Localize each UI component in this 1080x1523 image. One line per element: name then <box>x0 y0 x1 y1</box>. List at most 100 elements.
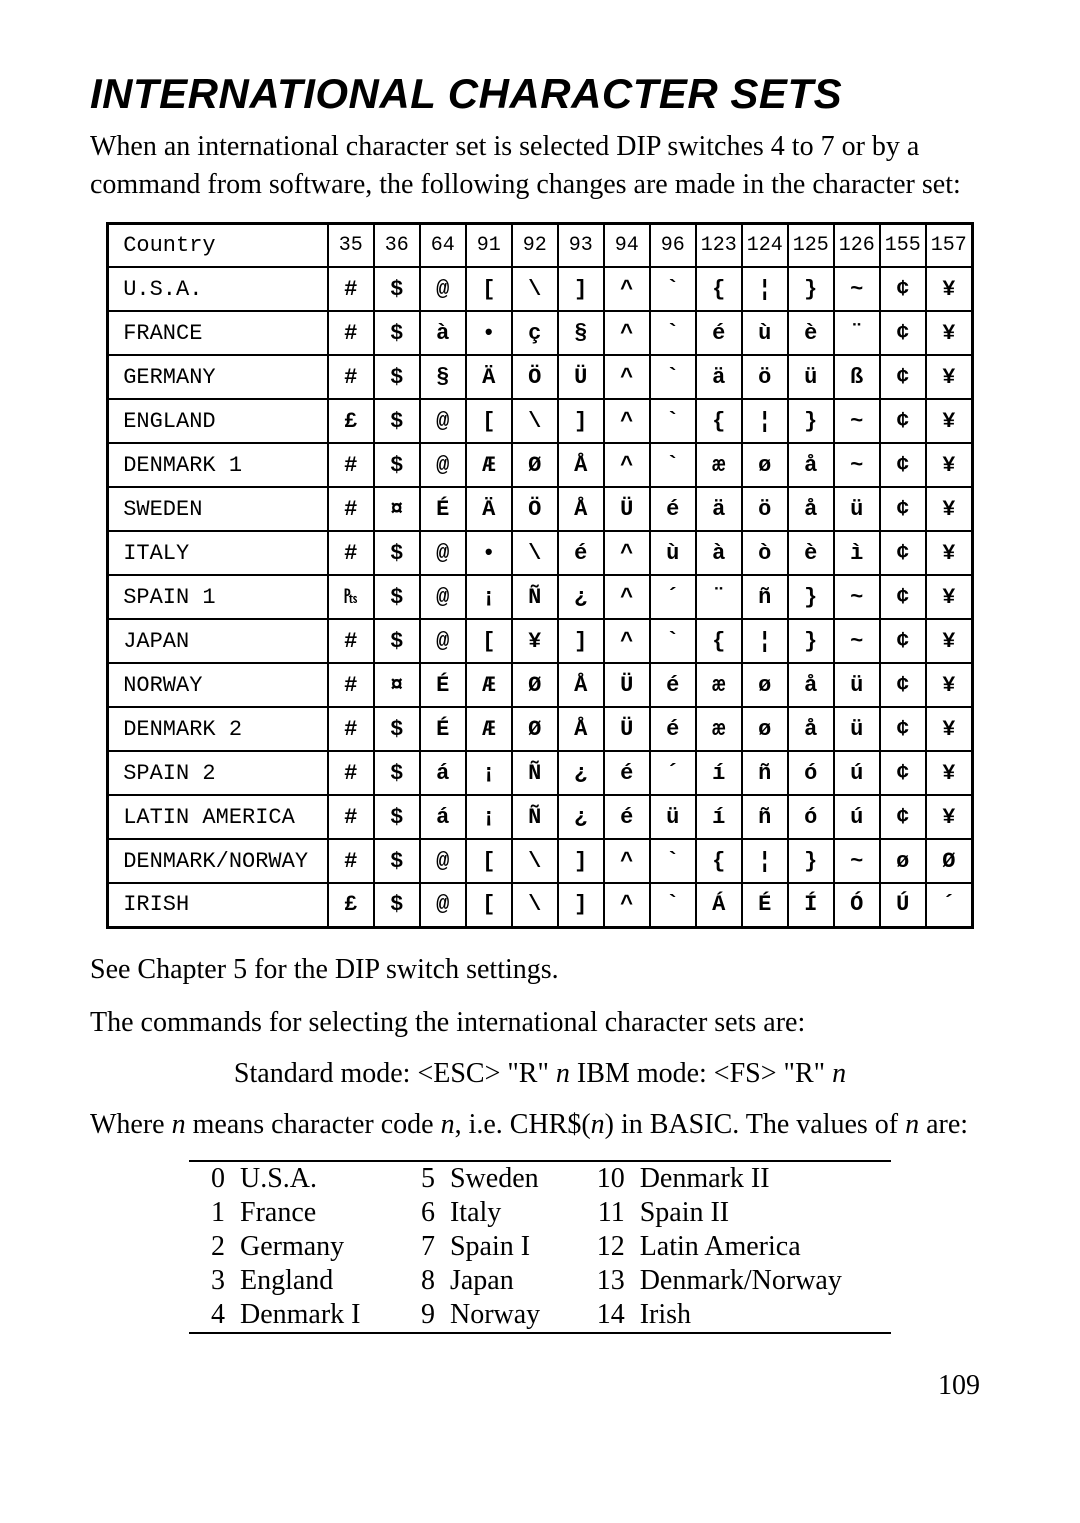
glyph-cell: à <box>420 311 466 355</box>
glyph-cell: ¥ <box>926 575 973 619</box>
glyph-cell: \ <box>512 839 558 883</box>
country-cell: ENGLAND <box>108 399 328 443</box>
glyph-cell: à <box>696 531 742 575</box>
where-mid3: ) in BASIC. The values of <box>605 1109 905 1140</box>
glyph-cell: ] <box>558 883 604 927</box>
glyph-cell: @ <box>420 883 466 927</box>
glyph-cell: } <box>788 399 834 443</box>
glyph-cell: ø <box>742 707 788 751</box>
glyph-cell: $ <box>374 839 420 883</box>
glyph-cell: { <box>696 619 742 663</box>
code-name: Denmark/Norway <box>639 1264 891 1298</box>
glyph-cell: Ñ <box>512 795 558 839</box>
glyph-cell: ¢ <box>880 443 926 487</box>
col-code-92: 92 <box>512 223 558 267</box>
col-code-35: 35 <box>328 223 374 267</box>
glyph-cell: $ <box>374 883 420 927</box>
glyph-cell: ` <box>650 399 696 443</box>
code-number: 6 <box>399 1196 449 1230</box>
glyph-cell: ^ <box>604 355 650 399</box>
glyph-cell: ¥ <box>926 531 973 575</box>
glyph-cell: ö <box>742 355 788 399</box>
glyph-cell: Ñ <box>512 575 558 619</box>
glyph-cell: ¿ <box>558 751 604 795</box>
code-number: 7 <box>399 1230 449 1264</box>
glyph-cell: ¢ <box>880 751 926 795</box>
glyph-cell: ä <box>696 487 742 531</box>
code-name: Denmark II <box>639 1161 891 1196</box>
page-number: 109 <box>90 1370 990 1402</box>
glyph-cell: í <box>696 795 742 839</box>
code-row: 1France6Italy11Spain II <box>189 1196 891 1230</box>
glyph-cell: \ <box>512 531 558 575</box>
glyph-cell: ¢ <box>880 399 926 443</box>
table-row: U.S.A.#$@[\]^`{¦}~¢¥ <box>108 267 973 311</box>
glyph-cell: Ø <box>512 707 558 751</box>
glyph-cell: ¥ <box>926 267 973 311</box>
glyph-cell: Ü <box>558 355 604 399</box>
where-mid1: means character code <box>186 1109 441 1140</box>
col-code-94: 94 <box>604 223 650 267</box>
glyph-cell: ` <box>650 355 696 399</box>
glyph-cell: ^ <box>604 399 650 443</box>
glyph-cell: ^ <box>604 531 650 575</box>
glyph-cell: ç <box>512 311 558 355</box>
col-code-123: 123 <box>696 223 742 267</box>
glyph-cell: É <box>420 707 466 751</box>
glyph-cell: å <box>788 487 834 531</box>
glyph-cell: @ <box>420 575 466 619</box>
glyph-cell: ` <box>650 267 696 311</box>
glyph-cell: ¡ <box>466 575 512 619</box>
col-code-96: 96 <box>650 223 696 267</box>
glyph-cell: Ø <box>512 663 558 707</box>
glyph-cell: ` <box>650 883 696 927</box>
glyph-cell: • <box>466 531 512 575</box>
glyph-cell: ñ <box>742 795 788 839</box>
glyph-cell: ¥ <box>512 619 558 663</box>
glyph-cell: @ <box>420 531 466 575</box>
country-cell: ITALY <box>108 531 328 575</box>
glyph-cell: ¤ <box>374 487 420 531</box>
glyph-cell: ú <box>834 751 880 795</box>
glyph-cell: ] <box>558 267 604 311</box>
glyph-cell: é <box>650 663 696 707</box>
col-code-125: 125 <box>788 223 834 267</box>
code-number: 13 <box>575 1264 639 1298</box>
glyph-cell: ^ <box>604 443 650 487</box>
glyph-cell: É <box>742 883 788 927</box>
table-row: ITALY#$@•\é^ùàòèì¢¥ <box>108 531 973 575</box>
glyph-cell: Ä <box>466 355 512 399</box>
glyph-cell: $ <box>374 399 420 443</box>
code-name: Sweden <box>449 1161 575 1196</box>
country-cell: IRISH <box>108 883 328 927</box>
glyph-cell: { <box>696 267 742 311</box>
glyph-cell: ß <box>834 355 880 399</box>
glyph-cell: ~ <box>834 267 880 311</box>
glyph-cell: ~ <box>834 575 880 619</box>
glyph-cell: ^ <box>604 267 650 311</box>
country-cell: JAPAN <box>108 619 328 663</box>
code-number: 14 <box>575 1298 639 1333</box>
glyph-cell: å <box>788 663 834 707</box>
glyph-cell: @ <box>420 443 466 487</box>
glyph-cell: ¥ <box>926 311 973 355</box>
code-row: 2Germany7Spain I12Latin America <box>189 1230 891 1264</box>
glyph-cell: ¡ <box>466 795 512 839</box>
glyph-cell: Ü <box>604 707 650 751</box>
glyph-cell: è <box>788 531 834 575</box>
country-cell: U.S.A. <box>108 267 328 311</box>
where-n1: n <box>172 1109 186 1140</box>
code-name: U.S.A. <box>239 1161 399 1196</box>
glyph-cell: Ü <box>604 487 650 531</box>
col-code-91: 91 <box>466 223 512 267</box>
table-row: LATIN AMERICA#$á¡Ñ¿éüíñóú¢¥ <box>108 795 973 839</box>
col-code-36: 36 <box>374 223 420 267</box>
glyph-cell: é <box>696 311 742 355</box>
glyph-cell: ¦ <box>742 267 788 311</box>
glyph-cell: $ <box>374 575 420 619</box>
note-dip-switch: See Chapter 5 for the DIP switch setting… <box>90 951 990 989</box>
ibm-mode-label: IBM mode: <FS> "R" <box>577 1058 832 1089</box>
code-number: 0 <box>189 1161 239 1196</box>
glyph-cell: ó <box>788 751 834 795</box>
code-name: France <box>239 1196 399 1230</box>
